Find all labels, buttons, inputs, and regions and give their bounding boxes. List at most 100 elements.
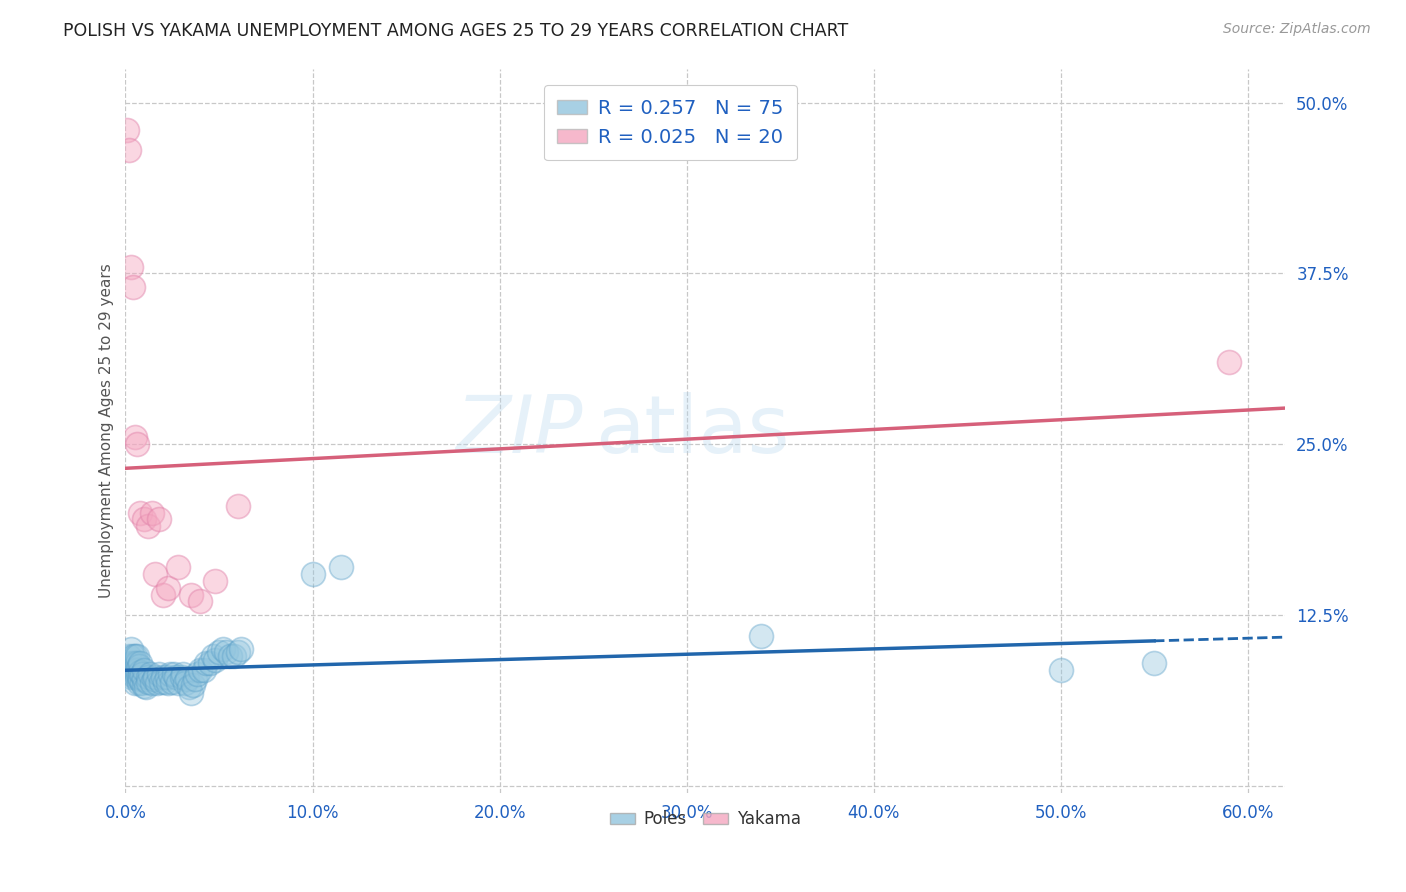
Point (202, 648, 225, 663)
Point (120, 260, 142, 274)
Point (166, 676, 188, 690)
Point (751, 628, 773, 642)
Point (194, 656, 217, 670)
Text: ZIP: ZIP (456, 392, 583, 469)
Point (1143, 656, 1166, 670)
Point (145, 567, 167, 582)
Point (226, 499, 249, 513)
Point (141, 506, 163, 520)
Point (122, 280, 145, 294)
Point (134, 672, 156, 686)
Point (204, 574, 226, 588)
Point (174, 676, 197, 690)
Point (215, 645, 238, 659)
Point (125, 669, 148, 683)
Point (124, 669, 146, 683)
Point (134, 663, 156, 677)
Point (141, 676, 163, 690)
Point (181, 678, 204, 692)
Point (211, 642, 233, 657)
Text: Source: ZipAtlas.com: Source: ZipAtlas.com (1223, 22, 1371, 37)
Point (226, 645, 249, 659)
Point (193, 663, 215, 677)
Point (128, 676, 150, 690)
Point (131, 666, 153, 681)
Point (125, 656, 148, 670)
Point (152, 588, 174, 602)
Point (166, 560, 188, 574)
Point (125, 663, 148, 677)
Point (122, 648, 145, 663)
Point (134, 679, 156, 693)
Point (152, 669, 174, 683)
Point (231, 642, 253, 657)
Y-axis label: Unemployment Among Ages 25 to 29 years: Unemployment Among Ages 25 to 29 years (100, 263, 114, 598)
Point (131, 676, 153, 690)
Point (170, 669, 193, 683)
Point (176, 672, 198, 686)
Text: POLISH VS YAKAMA UNEMPLOYMENT AMONG AGES 25 TO 29 YEARS CORRELATION CHART: POLISH VS YAKAMA UNEMPLOYMENT AMONG AGES… (63, 22, 848, 40)
Point (208, 645, 231, 659)
Point (118, 663, 141, 677)
Legend: Poles, Yakama: Poles, Yakama (603, 804, 807, 835)
Point (118, 144, 141, 158)
Point (118, 648, 141, 663)
Point (146, 676, 169, 690)
Point (183, 672, 205, 686)
Point (120, 669, 142, 683)
Point (136, 519, 159, 533)
Point (120, 656, 142, 670)
Point (117, 656, 139, 670)
Point (198, 656, 221, 670)
Point (128, 658, 150, 673)
Point (1218, 355, 1240, 369)
Point (129, 506, 152, 520)
Point (134, 512, 156, 526)
Point (129, 656, 152, 670)
Point (145, 669, 167, 683)
Point (142, 672, 165, 686)
Point (125, 648, 148, 663)
Point (129, 672, 152, 686)
Point (148, 512, 170, 526)
Point (153, 675, 176, 690)
Point (165, 669, 187, 683)
Point (186, 666, 208, 681)
Point (150, 675, 173, 690)
Point (128, 669, 150, 683)
Point (156, 669, 179, 683)
Point (159, 666, 181, 681)
Point (301, 567, 323, 582)
Point (136, 669, 159, 683)
Point (136, 675, 159, 690)
Point (204, 653, 226, 667)
Point (122, 663, 145, 677)
Point (1049, 663, 1071, 677)
Point (157, 676, 180, 690)
Point (160, 675, 183, 690)
Point (124, 676, 146, 690)
Point (188, 594, 211, 608)
Text: atlas: atlas (595, 392, 790, 469)
Point (125, 437, 148, 451)
Point (124, 663, 146, 677)
Point (180, 686, 202, 700)
Point (120, 642, 142, 657)
Point (219, 648, 242, 663)
Point (157, 581, 180, 595)
Point (135, 681, 157, 695)
Point (124, 648, 146, 663)
Point (129, 665, 152, 680)
Point (180, 588, 202, 602)
Point (148, 666, 170, 681)
Point (188, 663, 211, 677)
Point (172, 666, 194, 681)
Point (124, 656, 146, 670)
Point (163, 666, 186, 681)
Point (124, 430, 146, 444)
Point (222, 648, 245, 663)
Point (177, 681, 200, 695)
Point (139, 666, 162, 681)
Point (329, 560, 352, 574)
Point (117, 123, 139, 137)
